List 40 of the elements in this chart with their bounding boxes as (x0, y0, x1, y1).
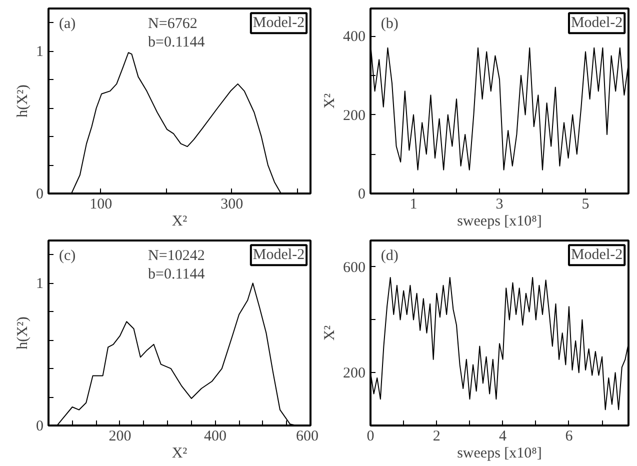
x-axis-title: sweeps [x10⁸] (457, 446, 542, 462)
y-axis-title: X² (322, 324, 338, 341)
annotation: (a) (58, 16, 76, 32)
annotation: (d) (380, 248, 398, 264)
annotation: Model-2 (252, 247, 305, 264)
y-tick-label: 1 (36, 44, 44, 60)
x-tick-label: 400 (204, 428, 226, 444)
x-tick-label: 2 (432, 428, 440, 444)
annotation: N=10242 (148, 248, 205, 264)
x-axis-title: sweeps [x10⁸] (457, 214, 542, 230)
x-tick-label: 3 (496, 196, 504, 212)
x-tick-label: 1 (410, 196, 418, 212)
y-axis-title: h(X²) (15, 84, 31, 118)
annotation: b=0.1144 (148, 34, 206, 50)
annotation: N=6762 (148, 16, 198, 32)
x-tick-label: 600 (296, 428, 318, 444)
y-axis-title: X² (322, 92, 338, 109)
x-axis-title: X² (172, 214, 188, 230)
y-tick-label: 0 (36, 418, 44, 434)
annotation: Model-2 (570, 15, 623, 32)
x-tick-label: 5 (582, 196, 590, 212)
y-tick-label: 0 (36, 186, 44, 202)
y-tick-label: 1 (36, 276, 44, 292)
y-axis-title: h(X²) (15, 316, 31, 350)
x-tick-label: 100 (90, 196, 112, 212)
annotation: (c) (58, 248, 76, 264)
x-tick-label: 6 (565, 428, 574, 444)
x-tick-label: 300 (220, 196, 244, 212)
x-axis-title: X² (172, 446, 188, 462)
annotation: Model-2 (570, 247, 623, 264)
y-tick-label: 200 (343, 108, 366, 124)
x-tick-label: 200 (108, 428, 132, 444)
y-tick-label: 0 (358, 186, 366, 202)
y-tick-label: 400 (343, 29, 366, 46)
annotation: Model-2 (252, 15, 305, 32)
y-tick-label: 600 (343, 260, 366, 276)
annotation: b=0.1144 (148, 266, 206, 282)
y-tick-label: 200 (343, 366, 366, 382)
x-tick-label: 4 (499, 428, 508, 444)
annotation: (b) (380, 16, 398, 32)
